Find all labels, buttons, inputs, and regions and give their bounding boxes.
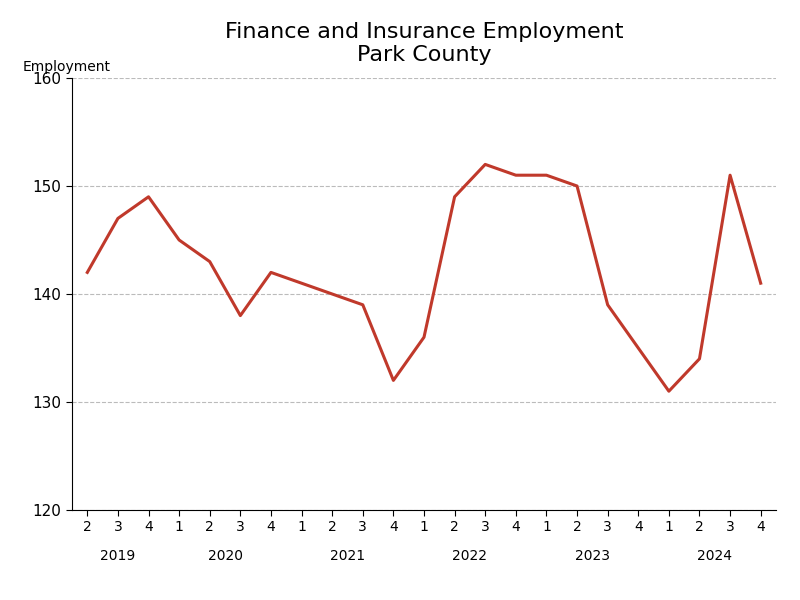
Text: 2020: 2020 bbox=[207, 549, 242, 563]
Text: 2023: 2023 bbox=[575, 549, 610, 563]
Text: 2021: 2021 bbox=[330, 549, 365, 563]
Text: 2019: 2019 bbox=[100, 549, 135, 563]
Text: 2024: 2024 bbox=[698, 549, 732, 563]
Text: 2022: 2022 bbox=[453, 549, 487, 563]
Title: Finance and Insurance Employment
Park County: Finance and Insurance Employment Park Co… bbox=[225, 22, 623, 65]
Text: Employment: Employment bbox=[22, 59, 110, 74]
